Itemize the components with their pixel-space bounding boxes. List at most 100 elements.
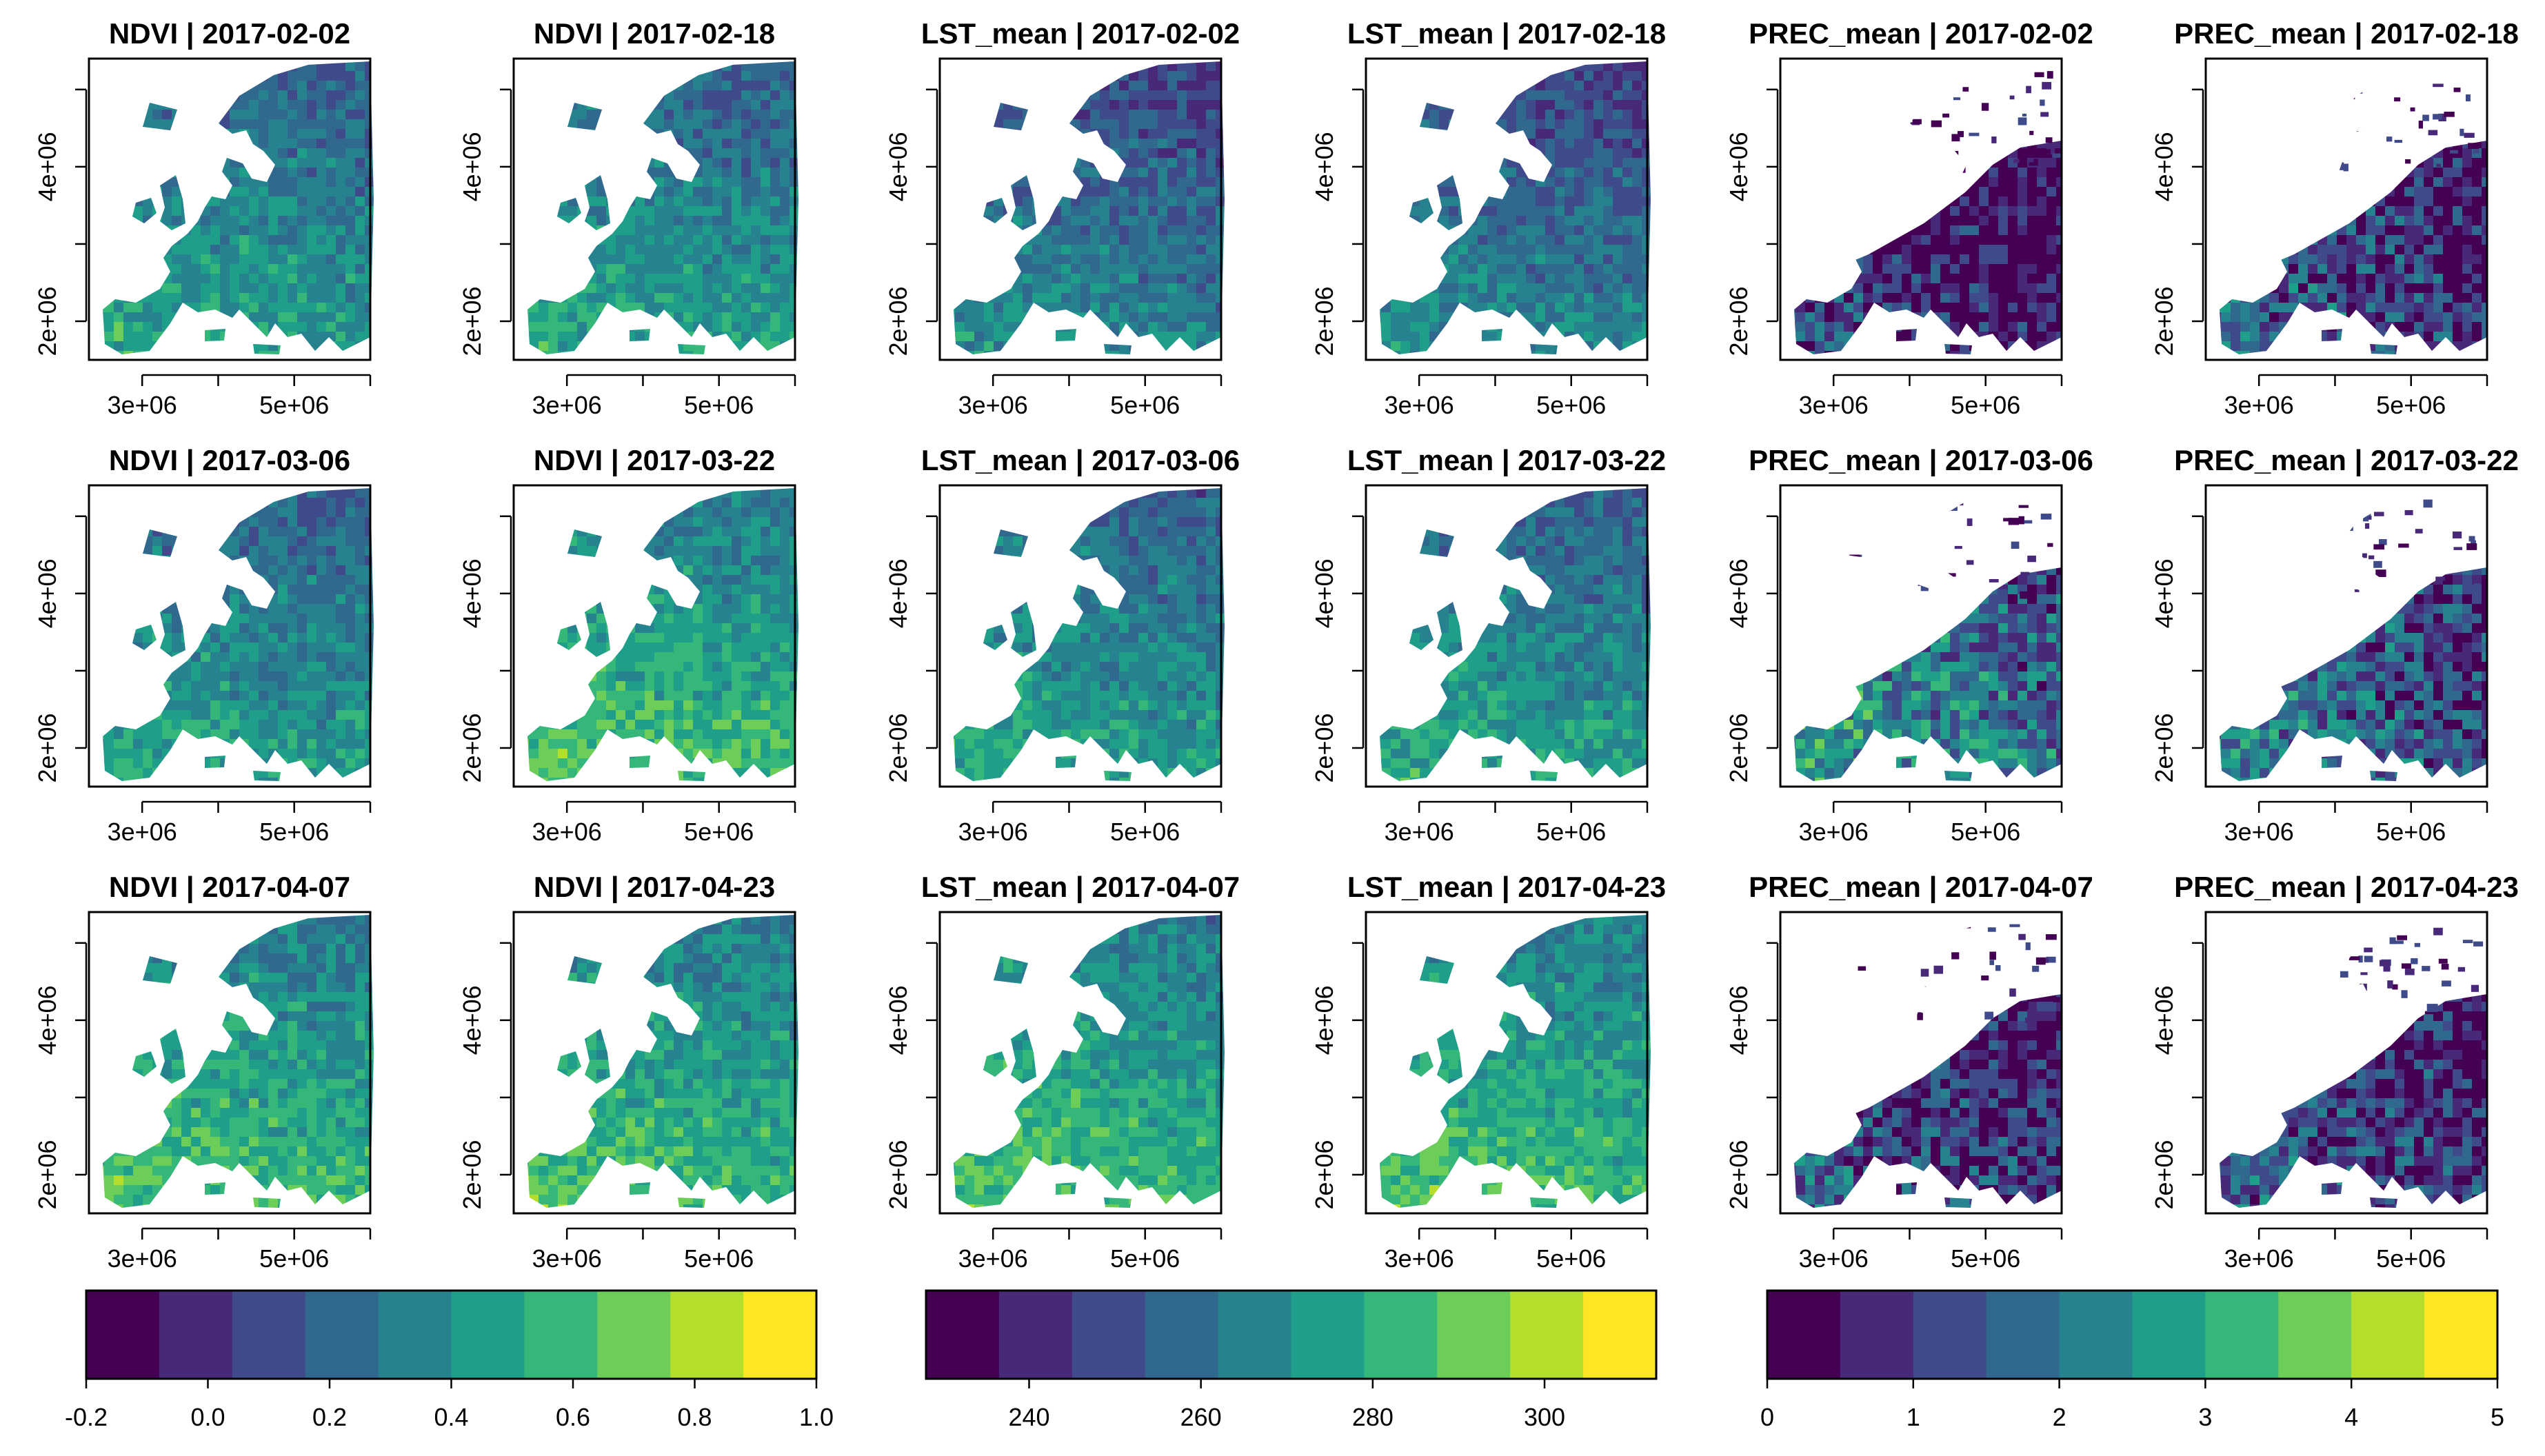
raster-cell — [191, 129, 201, 139]
panel-title: PREC_mean | 2017-02-02 — [1749, 17, 2093, 50]
raster-cell — [712, 148, 723, 159]
raster-cell — [664, 225, 674, 236]
raster-cell — [374, 168, 385, 178]
raster-cell — [152, 139, 163, 149]
raster-cell — [625, 293, 636, 303]
raster-cell — [1023, 158, 1033, 168]
raster-cell — [770, 81, 781, 91]
raster-cell — [104, 148, 114, 159]
raster-cell — [780, 216, 790, 226]
raster-cell — [2009, 95, 2015, 100]
raster-cell — [567, 293, 578, 303]
raster-cell — [2298, 61, 2308, 72]
raster-cell — [1632, 341, 1642, 352]
raster-cell — [596, 129, 607, 139]
raster-cell — [1449, 312, 1459, 323]
raster-cell — [316, 177, 327, 188]
raster-cell — [616, 139, 626, 149]
raster-cell — [1593, 283, 1604, 294]
raster-cell — [1989, 293, 1999, 303]
raster-cell — [326, 303, 336, 313]
raster-cell — [355, 61, 365, 72]
raster-cell — [1892, 110, 1902, 120]
raster-cell — [1458, 168, 1469, 178]
raster-cell — [799, 187, 809, 197]
raster-cell — [1931, 129, 1941, 139]
raster-cell — [103, 235, 105, 245]
raster-cell — [567, 332, 578, 342]
raster-cell — [1565, 216, 1575, 226]
raster-cell — [1042, 264, 1052, 274]
raster-cell — [1080, 245, 1091, 255]
raster-cell — [625, 312, 636, 323]
raster-cell — [162, 110, 172, 120]
raster-cell — [1003, 245, 1014, 255]
raster-cell — [259, 61, 269, 72]
raster-cell — [625, 341, 636, 352]
raster-cell — [133, 293, 143, 303]
raster-cell — [1138, 100, 1149, 110]
raster-cell — [2018, 254, 2028, 265]
raster-cell — [201, 129, 211, 139]
raster-cell — [1420, 129, 1430, 139]
raster-cell — [316, 81, 327, 91]
raster-cell — [2366, 90, 2376, 101]
raster-cell — [1913, 70, 1920, 74]
raster-cell — [162, 71, 172, 81]
raster-cell — [693, 110, 703, 120]
raster-cell — [548, 264, 559, 274]
raster-cell — [1991, 136, 1997, 143]
raster-cell — [326, 225, 336, 236]
raster-cell — [606, 61, 616, 72]
raster-cell — [1794, 341, 1796, 352]
raster-cell — [1129, 216, 1139, 226]
raster-cell — [1042, 158, 1052, 168]
raster-cell — [780, 119, 790, 130]
raster-cell — [1023, 187, 1033, 197]
raster-cell — [2279, 110, 2289, 120]
raster-cell — [1853, 312, 1864, 323]
raster-cell — [1429, 158, 1440, 168]
raster-cell — [1109, 264, 1120, 274]
raster-cell — [770, 196, 781, 207]
raster-cell — [994, 312, 1004, 323]
raster-cell — [172, 129, 182, 139]
raster-cell — [577, 283, 587, 294]
raster-cell — [577, 245, 587, 255]
raster-cell — [268, 225, 279, 236]
raster-cell — [539, 187, 549, 197]
raster-cell — [2491, 61, 2502, 72]
raster-cell — [722, 119, 732, 130]
raster-cell — [316, 90, 327, 101]
raster-cell — [645, 225, 655, 236]
raster-cell — [1158, 225, 1168, 236]
raster-cell — [1109, 332, 1120, 342]
raster-cell — [1119, 61, 1129, 72]
raster-cell — [2327, 81, 2337, 91]
raster-cell — [1998, 148, 2009, 159]
raster-cell — [770, 235, 781, 245]
raster-cell — [201, 100, 211, 110]
raster-cell — [1632, 148, 1642, 159]
raster-cell — [732, 206, 742, 216]
raster-cell — [104, 312, 114, 323]
raster-cell — [1902, 168, 1912, 178]
raster-cell — [577, 274, 587, 284]
raster-cell — [1902, 264, 1912, 274]
raster-cell — [2211, 100, 2222, 110]
raster-cell — [316, 225, 327, 236]
raster-cell — [1794, 177, 1796, 188]
raster-cell — [143, 332, 153, 342]
raster-cell — [1196, 332, 1207, 342]
raster-cell — [1100, 341, 1110, 352]
raster-cell — [606, 158, 616, 168]
raster-cell — [625, 168, 636, 178]
raster-cell — [1536, 139, 1546, 149]
raster-cell — [1129, 254, 1139, 265]
raster-cell — [1167, 245, 1178, 255]
raster-cell — [1853, 206, 1864, 216]
raster-cell — [1853, 168, 1864, 178]
raster-cell — [1834, 235, 1844, 245]
raster-cell — [2018, 206, 2028, 216]
